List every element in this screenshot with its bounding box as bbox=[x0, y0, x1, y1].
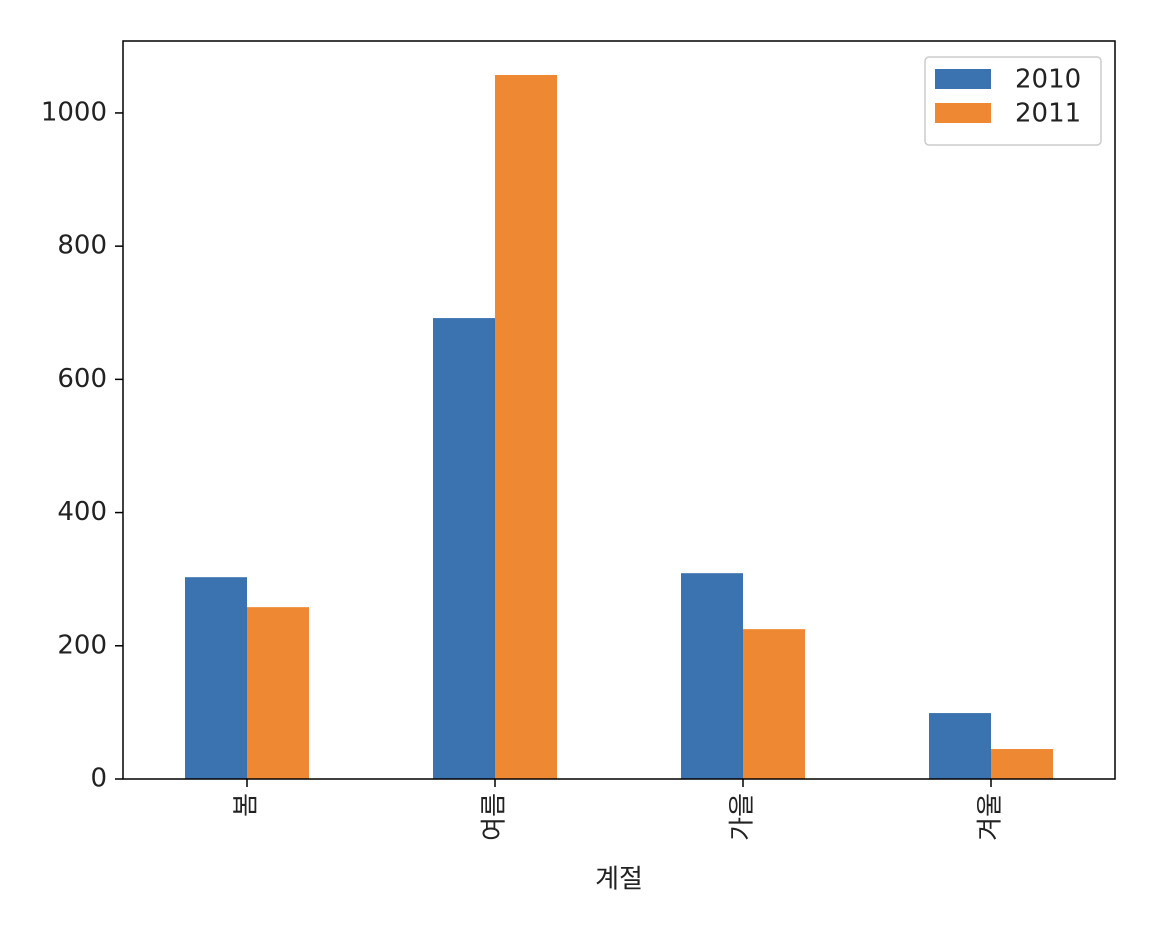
y-tick-label: 1000 bbox=[41, 97, 107, 127]
bar bbox=[743, 629, 805, 779]
bar bbox=[929, 713, 991, 779]
x-axis-label: 계절 bbox=[595, 865, 643, 895]
bar bbox=[495, 74, 557, 780]
bar bbox=[991, 749, 1053, 779]
legend-swatch bbox=[935, 69, 991, 89]
bar bbox=[681, 573, 743, 779]
plot-frame bbox=[122, 40, 1116, 780]
x-tick-label: 봄 bbox=[232, 793, 262, 817]
x-tick-label: 가을 bbox=[728, 793, 758, 841]
y-tick-label: 800 bbox=[57, 231, 107, 261]
x-tick-label: 여름 bbox=[480, 793, 510, 841]
x-tick-label: 겨울 bbox=[976, 793, 1006, 841]
bar bbox=[247, 607, 309, 779]
y-tick-label: 400 bbox=[57, 497, 107, 527]
legend-label: 2011 bbox=[1015, 99, 1081, 129]
bar bbox=[185, 577, 247, 779]
legend-label: 2010 bbox=[1015, 65, 1081, 95]
legend-swatch bbox=[935, 103, 991, 123]
y-tick-label: 600 bbox=[57, 364, 107, 394]
y-tick-label: 0 bbox=[90, 764, 107, 794]
y-tick-label: 200 bbox=[57, 630, 107, 660]
bar bbox=[433, 318, 495, 779]
